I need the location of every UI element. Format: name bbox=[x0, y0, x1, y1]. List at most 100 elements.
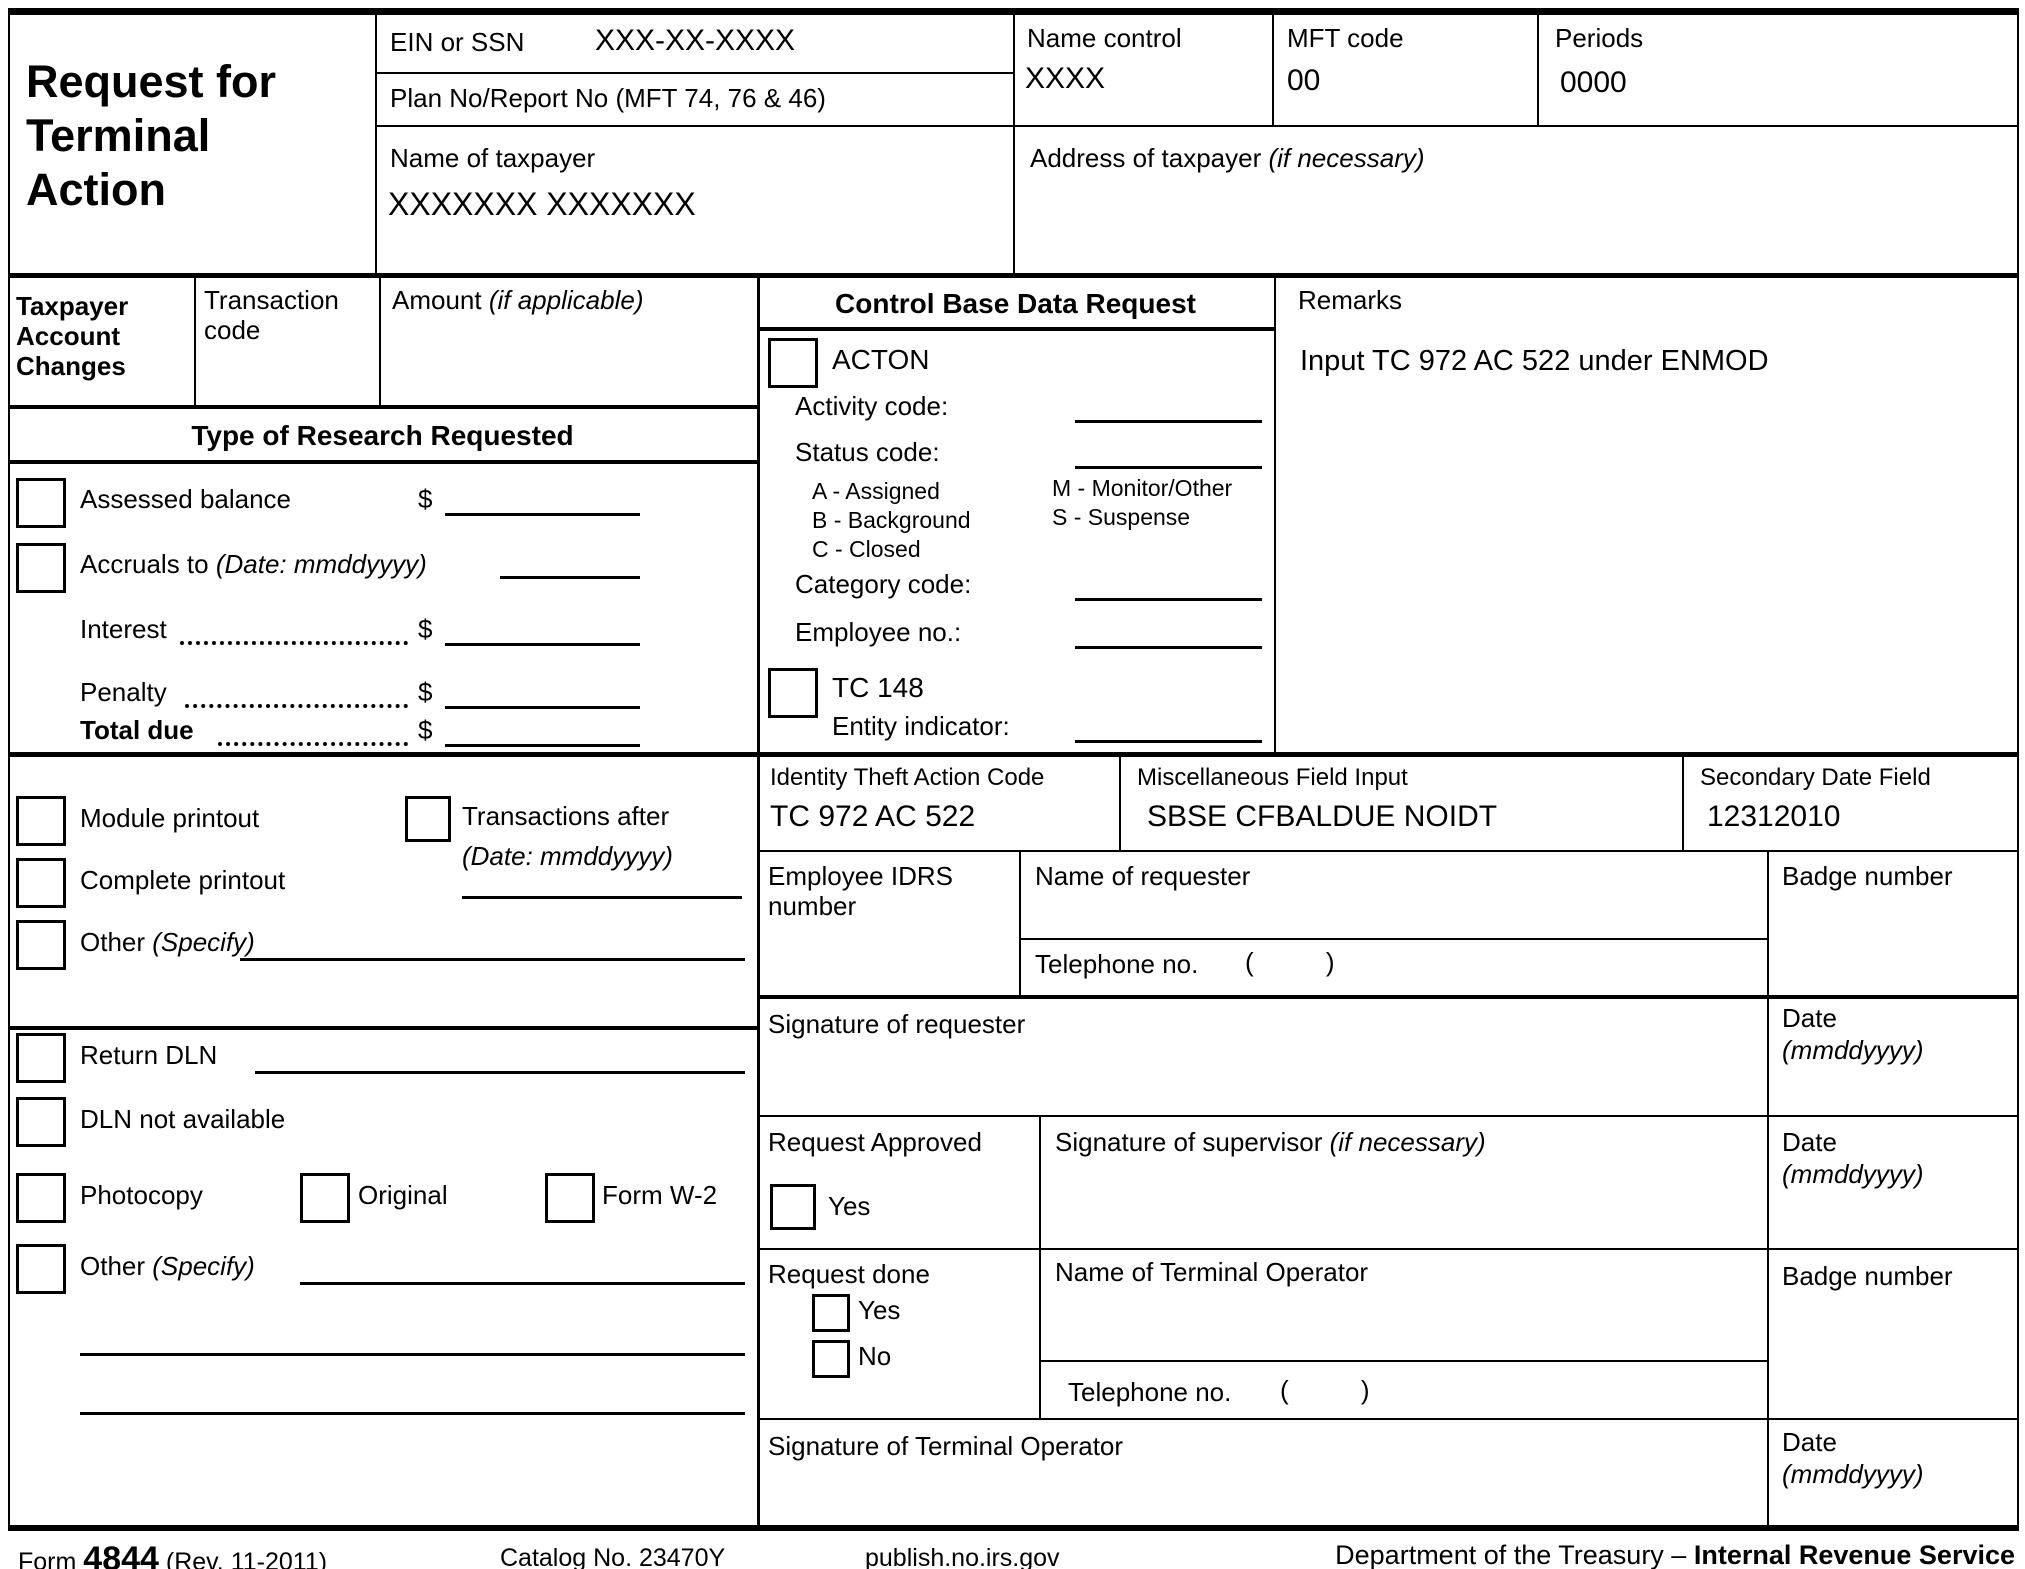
status-legend-b: B - Background bbox=[812, 507, 971, 533]
name-badge-divider bbox=[1767, 850, 1769, 995]
employee-no-field[interactable] bbox=[1075, 618, 1262, 649]
supervisor-note: (if necessary) bbox=[1329, 1127, 1486, 1157]
ein-value[interactable]: XXX-XX-XXXX bbox=[595, 24, 796, 57]
employee-idrs-label: Employee IDRS number bbox=[768, 861, 953, 921]
footer-department-line: Department of the Treasury – Internal Re… bbox=[1180, 1540, 2015, 1569]
module-printout-label: Module printout bbox=[80, 803, 260, 833]
amount-note: (if applicable) bbox=[488, 285, 644, 315]
acton-checkbox[interactable] bbox=[768, 338, 818, 388]
supervisor-date-note: (mmddyyyy) bbox=[1782, 1159, 1924, 1189]
taxpayer-name-value[interactable]: XXXXXXX XXXXXXX bbox=[388, 186, 696, 222]
penalty-label: Penalty bbox=[80, 677, 167, 707]
original-checkbox[interactable] bbox=[300, 1173, 350, 1223]
misc-field-input-value[interactable]: SBSE CFBALDUE NOIDT bbox=[1147, 800, 1498, 833]
status-legend-m: M - Monitor/Other bbox=[1052, 475, 1233, 501]
research-section-title: Type of Research Requested bbox=[191, 420, 574, 451]
accruals-checkbox[interactable] bbox=[16, 543, 66, 593]
requester-badge-label: Badge number bbox=[1782, 861, 1953, 891]
activity-code-label: Activity code: bbox=[795, 391, 949, 421]
acton-label: ACTON bbox=[832, 344, 930, 375]
controlbox-title-divider bbox=[757, 327, 1274, 331]
status-code-label: Status code: bbox=[795, 437, 940, 467]
misc-secondary-divider bbox=[1682, 752, 1684, 850]
signature-of-supervisor-label: Signature of supervisor (if necessary) bbox=[1055, 1127, 1486, 1157]
name-of-requester-label: Name of requester bbox=[1035, 861, 1251, 891]
request-approved-yes-checkbox[interactable] bbox=[770, 1184, 816, 1230]
footer-agency: Internal Revenue Service bbox=[1693, 1540, 2015, 1569]
requester-phone-divider bbox=[1019, 938, 1767, 940]
sigrequester-row-bottom bbox=[757, 1115, 2019, 1117]
ein-row-divider bbox=[375, 72, 1013, 74]
printout-other-field[interactable] bbox=[240, 930, 745, 961]
approved-supervisor-divider bbox=[1039, 1115, 1041, 1248]
accruals-date-field[interactable] bbox=[500, 548, 640, 579]
complete-printout-checkbox[interactable] bbox=[16, 858, 66, 908]
total-due-field[interactable] bbox=[445, 716, 640, 747]
taxpayer-name-label: Name of taxpayer bbox=[390, 143, 596, 173]
form-w2-checkbox[interactable] bbox=[545, 1173, 595, 1223]
remarks-value[interactable]: Input TC 972 AC 522 under ENMOD bbox=[1300, 345, 1769, 377]
dln-other-label: Other (Specify) bbox=[80, 1251, 255, 1281]
amount-label: Amount (if applicable) bbox=[392, 285, 644, 315]
periods-value[interactable]: 0000 bbox=[1560, 66, 1627, 99]
operator-badge-divider bbox=[1767, 1248, 1769, 1418]
signature-of-requester-label: Signature of requester bbox=[768, 1009, 1026, 1039]
transactions-after-note: (Date: mmddyyyy) bbox=[462, 841, 673, 871]
dln-not-available-label: DLN not available bbox=[80, 1104, 286, 1134]
status-legend-c: C - Closed bbox=[812, 536, 921, 562]
sigrequester-date-divider bbox=[1767, 995, 1769, 1115]
printout-section-divider bbox=[8, 1026, 757, 1030]
printout-other-checkbox[interactable] bbox=[16, 920, 66, 970]
header-bottom-border bbox=[8, 273, 2019, 278]
return-dln-label: Return DLN bbox=[80, 1040, 218, 1070]
dln-extra-field-2[interactable] bbox=[80, 1384, 745, 1415]
idrs-name-divider bbox=[1019, 850, 1021, 995]
interest-field[interactable] bbox=[445, 615, 640, 646]
dln-extra-field-1[interactable] bbox=[80, 1325, 745, 1356]
tc148-checkbox[interactable] bbox=[768, 668, 818, 718]
signature-of-terminal-operator-label: Signature of Terminal Operator bbox=[768, 1431, 1124, 1461]
assessed-balance-checkbox[interactable] bbox=[16, 478, 66, 528]
mft-code-value[interactable]: 00 bbox=[1287, 64, 1321, 97]
entity-indicator-label: Entity indicator: bbox=[832, 711, 1010, 741]
status-code-field[interactable] bbox=[1075, 438, 1262, 469]
secondary-date-label: Secondary Date Field bbox=[1700, 764, 1931, 791]
original-label: Original bbox=[358, 1180, 448, 1210]
name-control-value[interactable]: XXXX bbox=[1025, 62, 1106, 95]
secondary-date-value[interactable]: 12312010 bbox=[1707, 800, 1841, 833]
dln-other-note: (Specify) bbox=[152, 1251, 255, 1281]
transactions-after-date-field[interactable] bbox=[462, 868, 742, 899]
total-due-leader bbox=[218, 716, 408, 746]
return-dln-checkbox[interactable] bbox=[16, 1033, 66, 1083]
photocopy-checkbox[interactable] bbox=[16, 1173, 66, 1223]
interest-leader bbox=[180, 615, 408, 645]
assessed-dollar-sign: $ bbox=[418, 484, 433, 514]
address-note: (if necessary) bbox=[1268, 143, 1425, 173]
idt-misc-divider bbox=[1119, 752, 1121, 850]
transactions-after-checkbox[interactable] bbox=[405, 796, 451, 842]
penalty-leader bbox=[185, 678, 408, 708]
page-left-border bbox=[8, 8, 10, 1531]
title-column-divider bbox=[375, 8, 377, 273]
plan-no-label: Plan No/Report No (MFT 74, 76 & 46) bbox=[390, 83, 826, 113]
supervisor-date-label: Date bbox=[1782, 1127, 1837, 1157]
activity-code-field[interactable] bbox=[1075, 392, 1262, 423]
dln-other-checkbox[interactable] bbox=[16, 1244, 66, 1294]
module-printout-checkbox[interactable] bbox=[16, 796, 66, 846]
dln-not-available-checkbox[interactable] bbox=[16, 1097, 66, 1147]
requester-telephone-label: Telephone no. bbox=[1035, 949, 1199, 979]
operator-telephone-parens[interactable]: ( ) bbox=[1280, 1375, 1370, 1405]
penalty-field[interactable] bbox=[445, 678, 640, 709]
return-dln-field[interactable] bbox=[255, 1043, 745, 1074]
category-code-field[interactable] bbox=[1075, 570, 1262, 601]
idt-action-code-value[interactable]: TC 972 AC 522 bbox=[770, 800, 976, 833]
dln-other-field[interactable] bbox=[300, 1254, 745, 1285]
assessed-balance-field[interactable] bbox=[445, 485, 640, 516]
requester-telephone-parens[interactable]: ( ) bbox=[1245, 947, 1335, 977]
request-done-yes-checkbox[interactable] bbox=[812, 1294, 850, 1332]
page-bottom-border bbox=[8, 1525, 2019, 1531]
entity-indicator-field[interactable] bbox=[1075, 712, 1262, 743]
request-done-no-checkbox[interactable] bbox=[812, 1340, 850, 1378]
operator-date-note: (mmddyyyy) bbox=[1782, 1459, 1924, 1489]
